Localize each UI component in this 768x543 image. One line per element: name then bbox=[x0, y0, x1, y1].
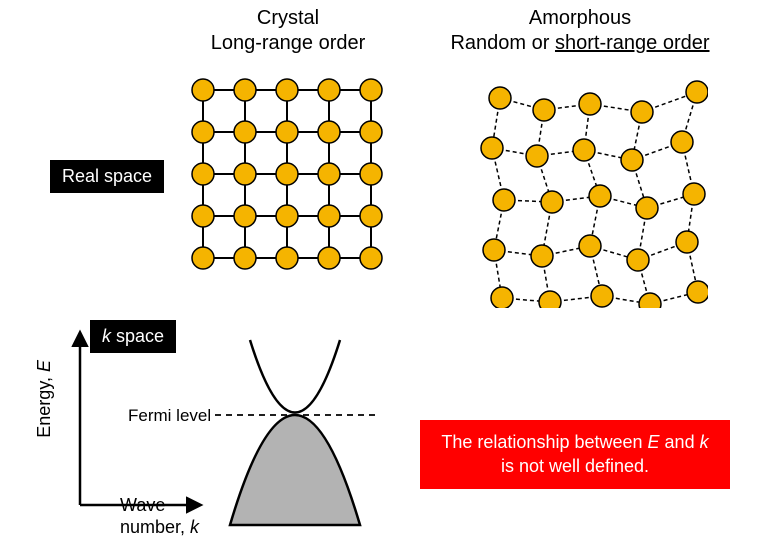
energy-axis-label: Energy, E bbox=[34, 360, 55, 438]
crystal-header: Crystal Long-range order bbox=[178, 6, 398, 56]
amorphous-subtitle-underlined: short-range order bbox=[555, 32, 710, 54]
crystal-subtitle: Long-range order bbox=[211, 32, 366, 54]
amorphous-header: Amorphous Random or short-range order bbox=[420, 6, 740, 56]
amorphous-title: Amorphous bbox=[529, 7, 631, 29]
wavenumber-axis-label: Wave number, k bbox=[120, 495, 199, 538]
crystal-lattice bbox=[188, 75, 388, 280]
amorphous-lattice bbox=[468, 68, 708, 313]
real-space-badge: Real space bbox=[50, 160, 164, 193]
band-diagram bbox=[55, 325, 385, 540]
amorphous-subtitle-prefix: Random or bbox=[450, 32, 555, 54]
crystal-title: Crystal bbox=[257, 7, 319, 29]
fermi-level-label: Fermi level bbox=[128, 406, 211, 426]
relationship-callout: The relationship between E and k is not … bbox=[420, 420, 730, 489]
